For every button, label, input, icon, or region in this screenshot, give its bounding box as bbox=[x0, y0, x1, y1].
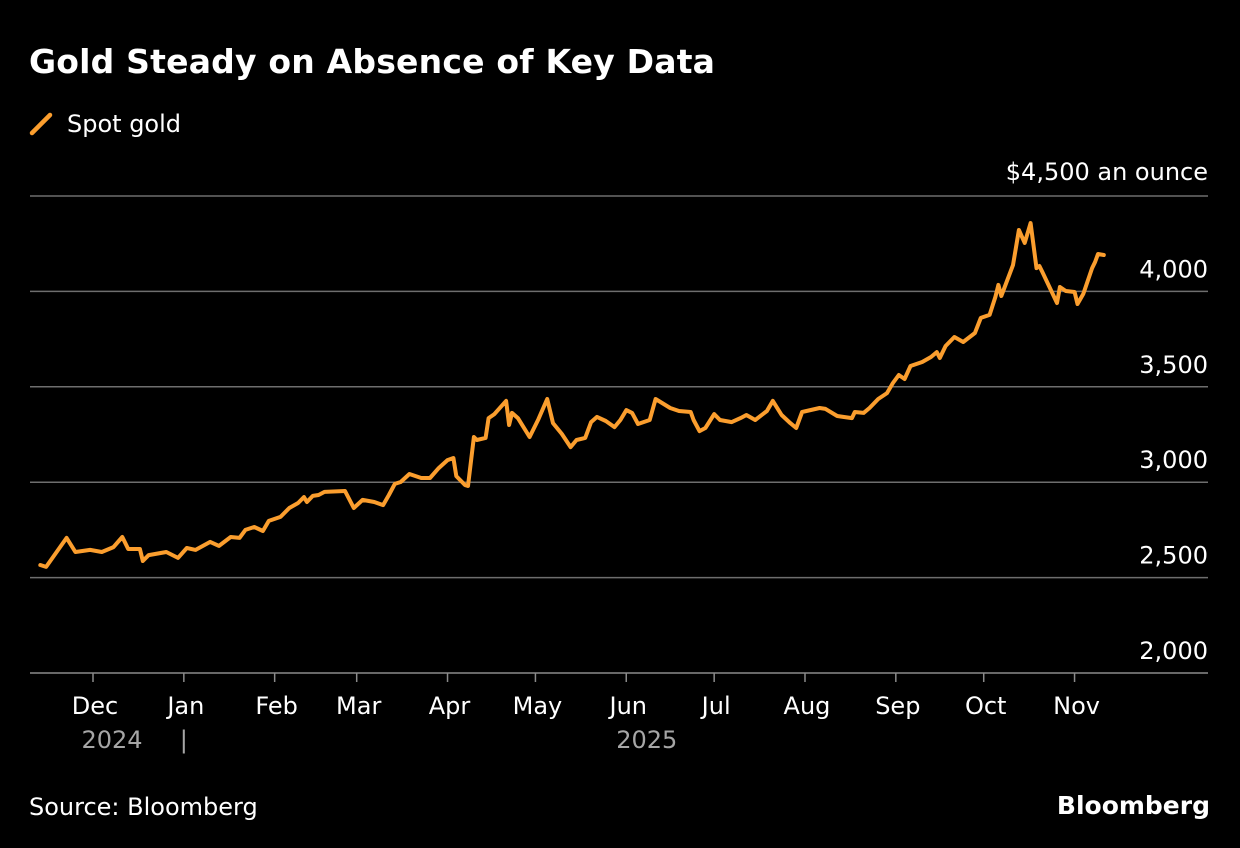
chart-title: Gold Steady on Absence of Key Data bbox=[29, 42, 716, 81]
legend: Spot gold bbox=[29, 110, 181, 138]
x-tick-label: Jan bbox=[165, 692, 204, 720]
x-tick-label: Mar bbox=[336, 692, 381, 720]
source-note: Source: Bloomberg bbox=[29, 793, 258, 821]
x-tick-label: Jul bbox=[700, 692, 731, 720]
x-tick-label: Feb bbox=[255, 692, 298, 720]
y-tick-label: 2,500 bbox=[1139, 542, 1208, 570]
x-year-label: | bbox=[180, 726, 188, 754]
x-tick-label: Aug bbox=[784, 692, 831, 720]
legend-label: Spot gold bbox=[67, 110, 182, 138]
y-tick-label: 3,000 bbox=[1139, 446, 1208, 474]
x-year-label: 2024 bbox=[81, 726, 142, 754]
x-tick-label: Nov bbox=[1053, 692, 1100, 720]
y-tick-label: 2,000 bbox=[1139, 637, 1208, 665]
x-tick-label: Apr bbox=[429, 692, 471, 720]
x-year-label: 2025 bbox=[616, 726, 677, 754]
x-tick-label: Dec bbox=[72, 692, 118, 720]
y-tick-label: 4,000 bbox=[1139, 255, 1208, 283]
x-tick-label: Jun bbox=[608, 692, 648, 720]
y-tick-label: 3,500 bbox=[1139, 351, 1208, 379]
x-tick-label: Oct bbox=[965, 692, 1007, 720]
bloomberg-logo: Bloomberg bbox=[1056, 791, 1210, 820]
x-tick-label: Sep bbox=[875, 692, 920, 720]
y-axis-unit-label: $4,500 an ounce bbox=[1005, 158, 1208, 186]
x-tick-label: May bbox=[513, 692, 563, 720]
legend-line-icon bbox=[29, 112, 53, 136]
spot-gold-line bbox=[38, 221, 1106, 569]
